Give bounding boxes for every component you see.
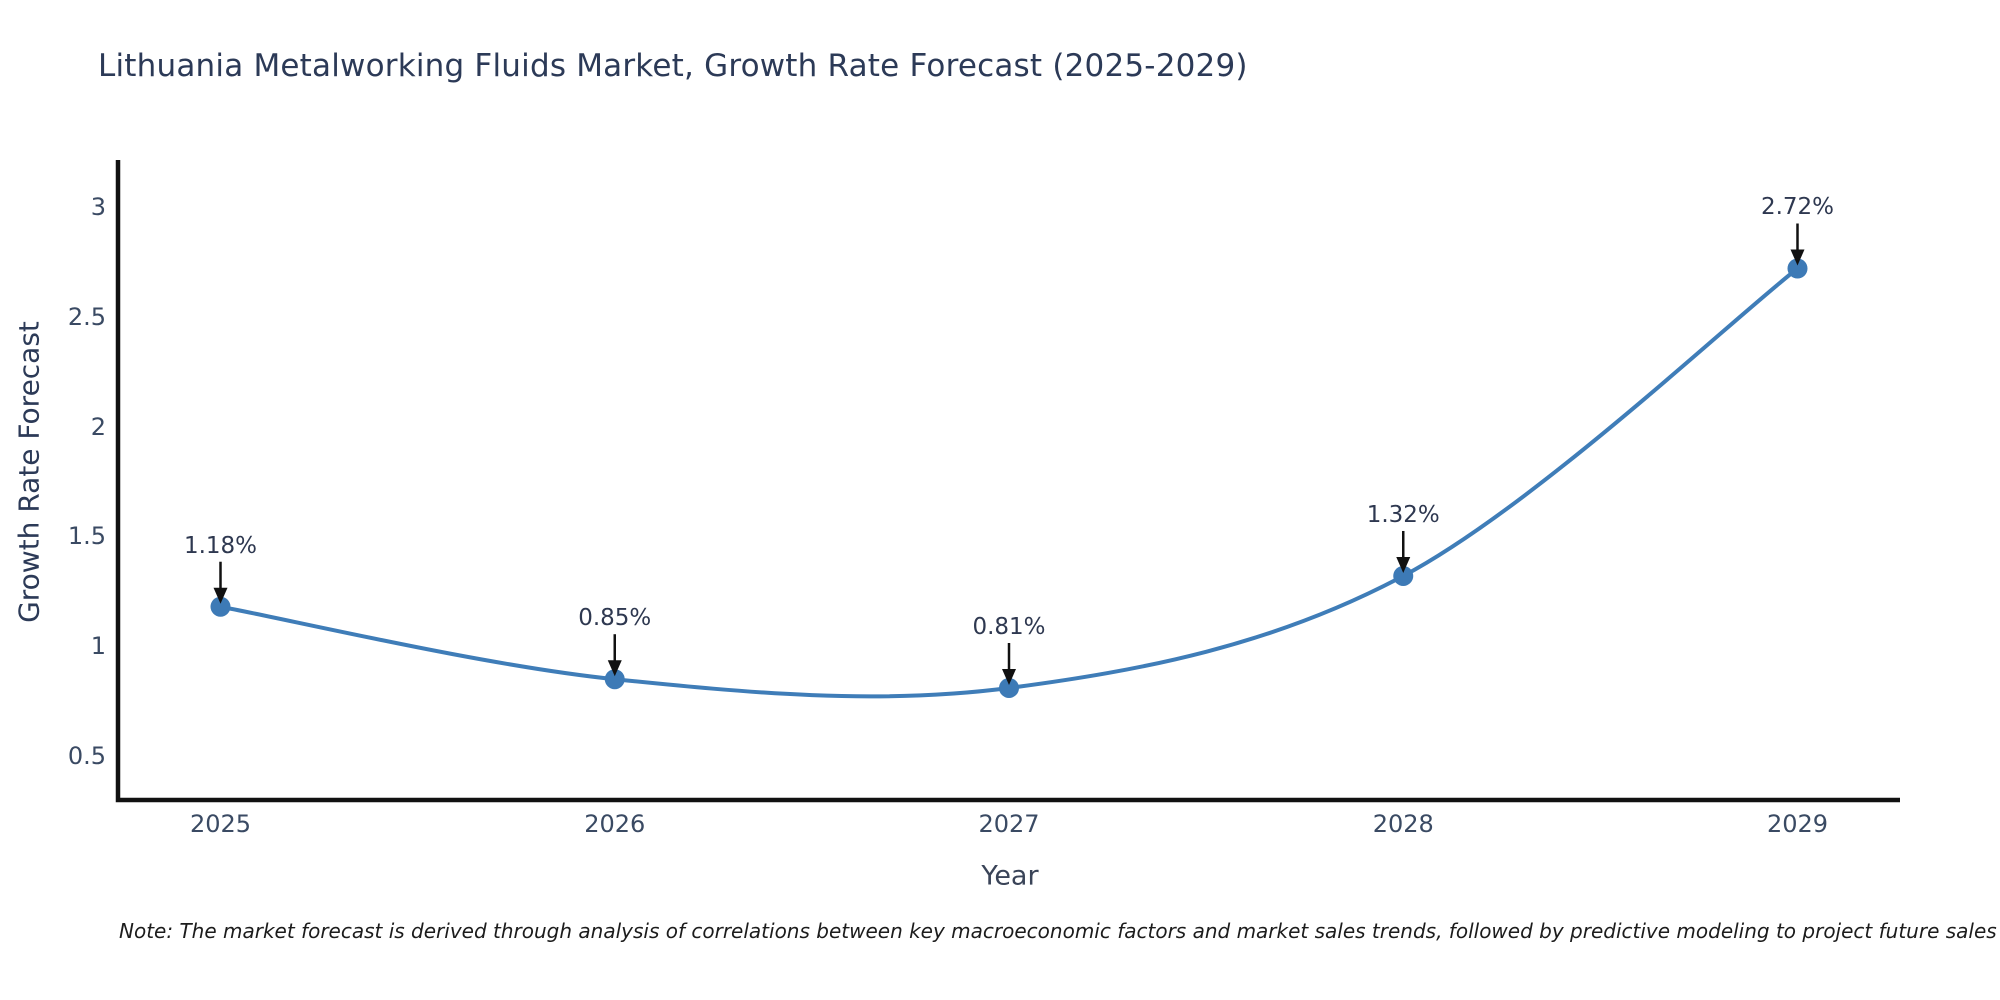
axis-spines — [115, 160, 1900, 803]
point-value-label: 0.85% — [578, 605, 652, 632]
footnote: Note: The market forecast is derived thr… — [119, 919, 1997, 943]
annotation-arrowhead — [213, 587, 228, 604]
annotation-arrowhead — [1790, 249, 1805, 266]
x-tick-label: 2025 — [189, 810, 252, 838]
point-value-label: 1.18% — [183, 532, 258, 559]
y-tick-label: 3 — [90, 193, 106, 221]
x-axis-title: Year — [981, 860, 1039, 892]
annotation-arrowhead — [607, 660, 622, 677]
data-point-marker — [1787, 258, 1808, 279]
x-tick-label: 2028 — [1372, 810, 1434, 838]
x-tick-label: 2029 — [1766, 810, 1829, 838]
point-value-label: 0.81% — [972, 613, 1046, 640]
y-tick-label: 0.5 — [67, 742, 106, 771]
data-point-marker — [210, 596, 231, 617]
chart-title: Lithuania Metalworking Fluids Market, Gr… — [98, 48, 1248, 84]
data-point-marker — [999, 677, 1019, 698]
y-tick-label: 2.5 — [67, 302, 106, 331]
data-point-marker — [1393, 565, 1414, 586]
point-value-label: 2.72% — [1760, 194, 1835, 221]
annotation-arrowhead — [1396, 556, 1411, 573]
y-tick-label: 2 — [90, 412, 106, 441]
data-point-marker — [604, 669, 625, 690]
x-tick-label: 2027 — [978, 810, 1040, 838]
x-tick-label: 2026 — [584, 810, 646, 838]
annotation-arrowhead — [1002, 668, 1016, 685]
y-tick-label: 1 — [90, 632, 106, 661]
point-value-label: 1.32% — [1366, 501, 1440, 528]
y-tick-label: 1.5 — [67, 522, 106, 551]
